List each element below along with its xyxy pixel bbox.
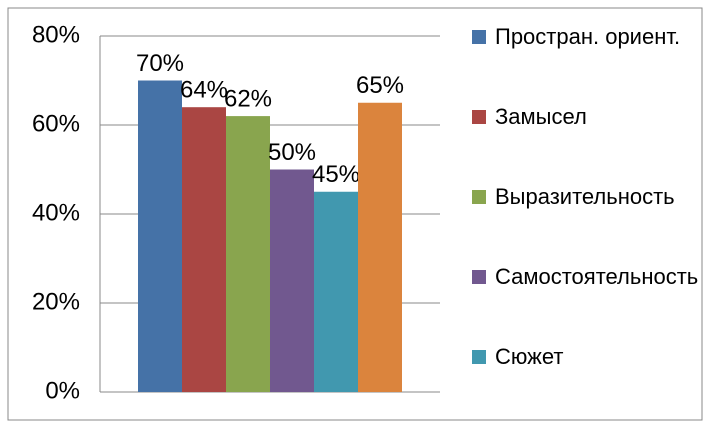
chart-border <box>7 7 703 421</box>
legend-label: Выразительность <box>495 184 675 209</box>
data-label: 45% <box>312 161 360 188</box>
legend: Простран. ориент. Замысел Выразительность С… <box>470 18 702 418</box>
legend-item: Выразительность <box>470 178 702 258</box>
data-label: 62% <box>224 85 272 112</box>
bar <box>138 80 182 392</box>
legend-item: Сюжет <box>470 338 702 418</box>
bar <box>226 116 270 392</box>
data-label: 64% <box>180 77 228 104</box>
legend-swatch <box>472 270 486 284</box>
legend-label: Замысел <box>495 104 587 129</box>
bar <box>270 169 314 392</box>
legend-swatch <box>472 190 486 204</box>
bar <box>358 102 402 392</box>
y-tick-label: 20% <box>32 288 80 315</box>
legend-label: Сюжет <box>495 344 564 369</box>
bar <box>182 107 226 392</box>
data-label: 50% <box>268 139 316 166</box>
legend-item: Замысел <box>470 98 702 178</box>
legend-swatch <box>472 30 486 44</box>
legend-item: Простран. ориент. <box>470 18 702 98</box>
legend-label: Простран. ориент. <box>495 24 681 49</box>
y-tick-label: 0% <box>45 377 80 404</box>
y-tick-label: 60% <box>32 110 80 137</box>
legend-swatch <box>472 350 486 364</box>
legend-swatch <box>472 110 486 124</box>
y-tick-label: 80% <box>32 21 80 48</box>
bar <box>314 191 358 392</box>
legend-item: Самостоятельность <box>470 258 702 338</box>
data-label: 70% <box>136 50 184 77</box>
legend-label: Самостоятельность <box>495 264 699 289</box>
y-tick-label: 40% <box>32 199 80 226</box>
data-label: 65% <box>356 72 404 99</box>
